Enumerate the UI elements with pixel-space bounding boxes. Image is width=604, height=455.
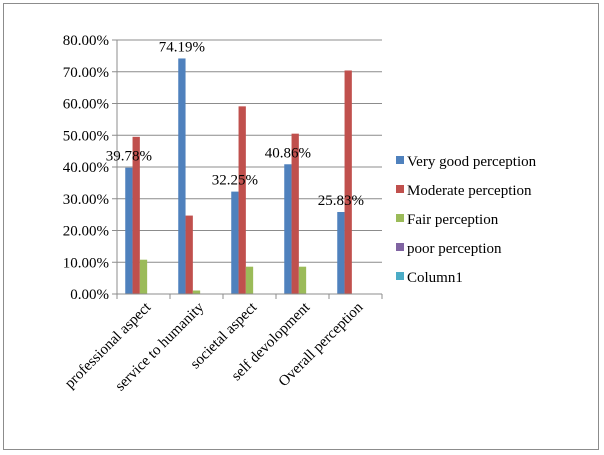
bar-very-good-perception: [337, 211, 345, 294]
bar-very-good-perception: [125, 167, 133, 294]
y-tick-label: 80.00%: [63, 33, 109, 49]
y-tick-label: 70.00%: [63, 65, 109, 81]
legend-label: Moderate perception: [407, 183, 532, 199]
x-tick-label: service to humanity: [112, 299, 207, 394]
y-tick-label: 60.00%: [63, 97, 109, 113]
y-tick-label: 40.00%: [63, 160, 109, 176]
bar-fair-perception: [245, 266, 254, 294]
bar-very-good-perception: [284, 164, 292, 294]
data-label: 40.86%: [265, 145, 311, 161]
y-tick-label: 20.00%: [63, 224, 109, 240]
legend-swatch: [396, 156, 404, 164]
bar-moderate-perception: [291, 133, 299, 294]
bar-fair-perception: [139, 259, 148, 294]
data-label: 74.19%: [159, 39, 205, 55]
y-tick-label: 10.00%: [63, 255, 109, 271]
bar-moderate-perception: [132, 136, 140, 294]
data-label: 39.78%: [106, 149, 152, 165]
bar-fair-perception: [192, 290, 201, 294]
legend-swatch: [396, 272, 404, 280]
data-label: 32.25%: [212, 173, 258, 189]
bar-moderate-perception: [344, 70, 352, 294]
legend-label: poor perception: [407, 241, 502, 257]
legend-swatch: [396, 243, 404, 251]
legend-swatch: [396, 185, 404, 193]
y-tick-label: 30.00%: [63, 192, 109, 208]
data-label: 25.83%: [318, 193, 364, 209]
data-labels: 39.78% 74.19% 32.25% 40.86% 25.83%: [106, 39, 364, 209]
legend: Very good perception Moderate perception F…: [396, 154, 537, 286]
y-tick-label: 0.00%: [70, 287, 109, 303]
bar-very-good-perception: [231, 191, 239, 294]
legend-swatch: [396, 214, 404, 222]
legend-label: Fair perception: [407, 212, 499, 228]
axes: [116, 40, 382, 295]
legend-label: Very good perception: [407, 154, 537, 170]
chart-frame: [3, 3, 599, 450]
y-tick-label: 50.00%: [63, 128, 109, 144]
bar-very-good-perception: [178, 58, 186, 295]
bar-marks: [125, 58, 352, 295]
x-tick-label: professional aspect: [62, 299, 155, 392]
bar-moderate-perception: [185, 215, 193, 294]
bar-moderate-perception: [238, 106, 246, 294]
bar-fair-perception: [298, 266, 307, 294]
legend-label: Column1: [407, 270, 463, 286]
y-axis-ticks: 0.00% 10.00% 20.00% 30.00% 40.00% 50.00% 60.00…: [63, 33, 117, 303]
